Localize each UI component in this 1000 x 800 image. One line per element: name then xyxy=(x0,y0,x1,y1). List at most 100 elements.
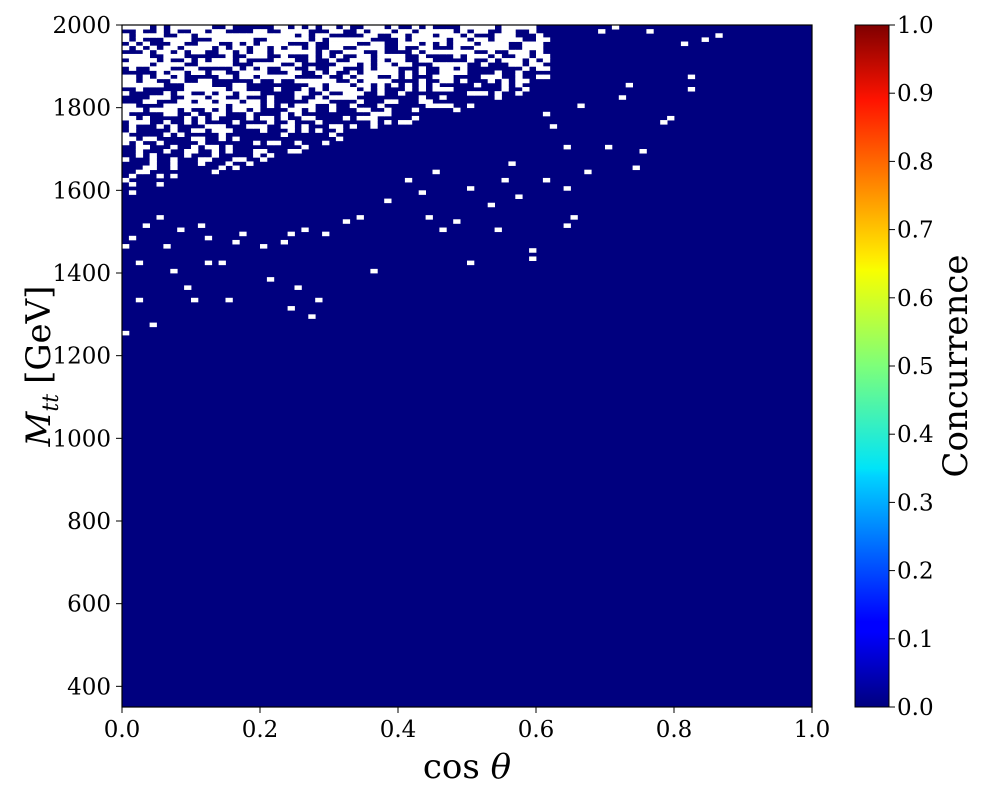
heatmap-empty-cell xyxy=(294,45,302,51)
heatmap-empty-cell xyxy=(418,87,426,92)
heatmap-empty-cell xyxy=(197,103,206,109)
heatmap-empty-cell xyxy=(329,82,337,88)
x-tick-label: 0.4 xyxy=(380,717,417,743)
heatmap-empty-cell xyxy=(122,107,130,113)
heatmap-empty-cell xyxy=(260,33,268,38)
heatmap-empty-cell xyxy=(184,103,192,109)
heatmap-empty-cell xyxy=(384,111,392,117)
heatmap-empty-cell xyxy=(411,25,420,30)
heatmap-empty-cell xyxy=(142,82,150,88)
heatmap-empty-cell xyxy=(494,74,502,80)
heatmap-empty-cell xyxy=(446,49,454,55)
heatmap-empty-cell xyxy=(273,49,282,55)
heatmap-empty-cell xyxy=(232,82,240,88)
heatmap-empty-cell xyxy=(356,29,364,34)
heatmap-empty-cell xyxy=(308,107,316,113)
heatmap-empty-cell xyxy=(225,149,233,154)
heatmap-empty-cell xyxy=(246,37,254,42)
heatmap-empty-cell xyxy=(218,29,226,34)
heatmap-empty-cell xyxy=(163,74,171,80)
heatmap-empty-cell xyxy=(335,87,344,92)
heatmap-empty-cell xyxy=(329,25,337,30)
y-axis-label-unit: [GeV] xyxy=(19,286,59,384)
heatmap-empty-cell xyxy=(142,74,150,80)
heatmap-empty-cell xyxy=(184,115,192,121)
heatmap-empty-cell xyxy=(204,78,213,84)
heatmap-empty-cell xyxy=(177,70,185,75)
heatmap-empty-cell xyxy=(322,91,330,96)
heatmap-empty-cell xyxy=(218,260,226,266)
heatmap-empty-cell xyxy=(508,33,516,38)
heatmap-empty-cell xyxy=(432,62,440,67)
heatmap-empty-cell xyxy=(197,95,206,100)
heatmap-empty-cell xyxy=(218,87,226,92)
heatmap-empty-cell xyxy=(301,91,309,96)
heatmap-empty-cell xyxy=(246,124,254,129)
heatmap-empty-cell xyxy=(170,70,178,75)
heatmap-empty-cell xyxy=(253,62,261,67)
heatmap-empty-cell xyxy=(163,58,171,63)
heatmap-empty-cell xyxy=(128,53,137,59)
heatmap-empty-cell xyxy=(156,124,164,129)
heatmap-empty-cell xyxy=(253,149,261,154)
heatmap-empty-cell xyxy=(356,91,364,96)
heatmap-empty-cell xyxy=(329,58,337,63)
heatmap-empty-cell xyxy=(494,37,502,42)
heatmap-empty-cell xyxy=(529,248,537,253)
heatmap-empty-cell xyxy=(218,132,226,137)
heatmap-empty-cell xyxy=(432,103,440,109)
heatmap-empty-cell xyxy=(542,177,551,183)
heatmap-empty-cell xyxy=(156,62,164,67)
heatmap-empty-cell xyxy=(446,74,454,80)
heatmap-empty-cell xyxy=(197,140,206,146)
heatmap-empty-cell xyxy=(122,103,130,109)
colorbar-tick-label: 0.2 xyxy=(897,559,934,585)
heatmap-empty-cell xyxy=(163,66,171,71)
y-axis-label-sub: tt xyxy=(39,394,64,412)
heatmap-empty-cell xyxy=(432,82,440,88)
heatmap-empty-cell xyxy=(494,53,502,59)
heatmap-empty-cell xyxy=(197,62,206,67)
heatmap-empty-cell xyxy=(308,49,316,55)
heatmap-empty-cell xyxy=(225,25,233,30)
heatmap-empty-cell xyxy=(170,161,178,166)
heatmap-empty-cell xyxy=(170,173,178,179)
heatmap-empty-cell xyxy=(315,70,323,75)
heatmap-empty-cell xyxy=(418,58,426,63)
heatmap-empty-cell xyxy=(163,111,171,117)
heatmap-empty-cell xyxy=(536,33,544,38)
heatmap-empty-cell xyxy=(632,165,640,171)
heatmap-empty-cell xyxy=(135,37,144,42)
heatmap-empty-cell xyxy=(184,82,192,88)
heatmap-empty-cell xyxy=(480,62,489,67)
heatmap-empty-cell xyxy=(191,70,199,75)
heatmap-empty-cell xyxy=(218,99,226,104)
heatmap-empty-cell xyxy=(204,87,213,92)
heatmap-empty-cell xyxy=(246,161,254,166)
heatmap-empty-cell xyxy=(349,41,357,47)
heatmap-empty-cell xyxy=(322,99,330,104)
heatmap-empty-cell xyxy=(356,82,364,88)
heatmap-empty-cell xyxy=(239,49,247,55)
heatmap-empty-cell xyxy=(294,49,302,55)
colorbar-tick-label: 0.6 xyxy=(897,286,934,312)
heatmap-empty-cell xyxy=(432,49,440,55)
heatmap-empty-cell xyxy=(515,91,523,96)
heatmap-empty-cell xyxy=(128,173,137,179)
heatmap-empty-cell xyxy=(515,194,523,199)
heatmap-empty-cell xyxy=(667,115,675,121)
heatmap-empty-cell xyxy=(391,66,399,71)
heatmap-empty-cell xyxy=(225,99,233,104)
heatmap-empty-cell xyxy=(142,58,150,63)
heatmap-empty-cell xyxy=(280,124,288,129)
heatmap-empty-cell xyxy=(425,41,433,47)
heatmap-empty-cell xyxy=(218,49,226,55)
heatmap-empty-cell xyxy=(335,62,344,67)
heatmap-empty-cell xyxy=(377,78,385,84)
heatmap-empty-cell xyxy=(177,74,185,80)
heatmap-empty-cell xyxy=(301,37,309,42)
heatmap-empty-cell xyxy=(142,41,150,47)
heatmap-empty-cell xyxy=(156,66,164,71)
heatmap-empty-cell xyxy=(232,99,240,104)
heatmap-empty-cell xyxy=(156,74,164,80)
